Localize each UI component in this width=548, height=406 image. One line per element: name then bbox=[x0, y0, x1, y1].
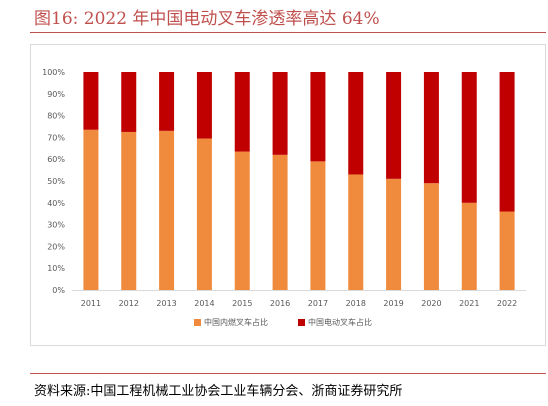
bar-electric-share bbox=[83, 72, 99, 130]
legend-label-ice: 中国内燃叉车占比 bbox=[204, 317, 268, 327]
bar-electric-share bbox=[196, 72, 212, 139]
x-tick-label: 2019 bbox=[383, 299, 403, 308]
bar-electric-share bbox=[423, 72, 439, 184]
y-tick-label: 80% bbox=[47, 112, 65, 121]
bar-ice-share bbox=[272, 154, 288, 290]
y-tick-label: 100% bbox=[42, 68, 65, 77]
x-tick-label: 2021 bbox=[459, 299, 479, 308]
legend: 中国内燃叉车占比 中国电动叉车占比 bbox=[194, 317, 372, 327]
bar-electric-share bbox=[121, 72, 137, 132]
bar-electric-share bbox=[272, 72, 288, 155]
y-tick-label: 30% bbox=[47, 221, 65, 230]
x-tick-label: 2012 bbox=[119, 299, 139, 308]
bar-ice-share bbox=[83, 129, 99, 290]
bar-layer bbox=[83, 72, 515, 290]
bar-ice-share bbox=[423, 183, 439, 290]
x-tick-label: 2011 bbox=[81, 299, 101, 308]
bar-ice-share bbox=[234, 151, 250, 290]
bar-electric-share bbox=[159, 72, 175, 131]
y-tick-label: 90% bbox=[47, 90, 65, 99]
x-tick-label: 2017 bbox=[308, 299, 328, 308]
y-tick-label: 0% bbox=[52, 286, 65, 295]
source-note: 资料来源:中国工程机械工业协会工业车辆分会、浙商证券研究所 bbox=[34, 384, 403, 399]
x-tick-label: 2020 bbox=[421, 299, 441, 308]
bar-electric-share bbox=[234, 72, 250, 152]
bar-ice-share bbox=[386, 178, 402, 290]
chart-title: 图16: 2022 年中国电动叉车渗透率高达 64% bbox=[34, 9, 380, 29]
x-tick-label: 2013 bbox=[156, 299, 176, 308]
chart-frame bbox=[30, 44, 546, 346]
bar-ice-share bbox=[159, 130, 175, 290]
x-tick-label: 2022 bbox=[497, 299, 517, 308]
y-tick-label: 60% bbox=[47, 155, 65, 164]
x-tick-label: 2018 bbox=[346, 299, 366, 308]
y-tick-label: 70% bbox=[47, 133, 65, 142]
source-divider bbox=[30, 373, 546, 374]
bar-electric-share bbox=[310, 72, 326, 162]
y-tick-label: 10% bbox=[47, 264, 65, 273]
bar-ice-share bbox=[121, 131, 137, 290]
bar-electric-share bbox=[499, 72, 515, 212]
y-tick-label: 40% bbox=[47, 199, 65, 208]
title-divider bbox=[30, 32, 546, 33]
x-tick-label: 2015 bbox=[232, 299, 252, 308]
bar-ice-share bbox=[499, 211, 515, 290]
legend-label-electric: 中国电动叉车占比 bbox=[308, 317, 372, 327]
bar-ice-share bbox=[348, 174, 364, 290]
legend-swatch-ice bbox=[194, 319, 201, 326]
x-axis: 2011 2012 2013 2014 2015 2016 2017 2018 2019 2020… bbox=[72, 290, 526, 308]
y-tick-label: 50% bbox=[47, 177, 65, 186]
bar-electric-share bbox=[461, 72, 477, 203]
y-axis: 0% 10% 20% 30% 40% 50% 60% 70% 80% 90% 100% bbox=[42, 68, 65, 295]
x-tick-label: 2016 bbox=[270, 299, 290, 308]
bar-electric-share bbox=[386, 72, 402, 179]
y-tick-label: 20% bbox=[47, 242, 65, 251]
bar-ice-share bbox=[461, 202, 477, 290]
bar-ice-share bbox=[310, 161, 326, 290]
bar-ice-share bbox=[196, 138, 212, 290]
x-tick-label: 2014 bbox=[194, 299, 214, 308]
bar-electric-share bbox=[348, 72, 364, 175]
legend-swatch-electric bbox=[298, 319, 305, 326]
